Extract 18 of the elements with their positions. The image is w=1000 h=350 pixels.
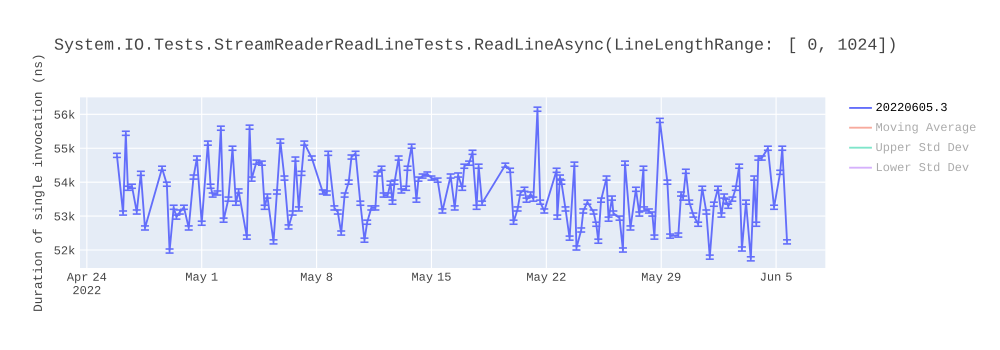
x-tick-label: May 22 bbox=[527, 272, 566, 284]
x-tick-label: May 29 bbox=[642, 272, 680, 284]
y-tick-label: 52k bbox=[54, 246, 75, 254]
legend-label: Moving Average bbox=[876, 122, 976, 134]
x-tick-label: Jun 5 bbox=[760, 272, 792, 281]
x-tick-label: May 8 bbox=[300, 272, 332, 284]
x-tick-label: Apr 24 2022 bbox=[66, 272, 106, 294]
y-tick-label: 54k bbox=[54, 178, 75, 187]
x-tick-label: May 15 bbox=[412, 272, 451, 284]
y-tick-label: 55k bbox=[54, 144, 75, 153]
legend-label: 20220605.3 bbox=[876, 102, 947, 112]
y-axis-title: Duration of single invocation (ns) bbox=[32, 56, 45, 311]
x-tick-label: May 1 bbox=[186, 272, 218, 284]
chart-title: System.IO.Tests.StreamReaderReadLineTests.ReadLineAsync(LineLengthRange: [ 0, 1024]) bbox=[54, 38, 895, 54]
legend-label: Lower Std Dev bbox=[876, 162, 969, 172]
y-tick-label: 56k bbox=[54, 110, 75, 119]
y-tick-label: 53k bbox=[54, 212, 75, 220]
legend-label: Upper Std Dev bbox=[876, 142, 969, 154]
